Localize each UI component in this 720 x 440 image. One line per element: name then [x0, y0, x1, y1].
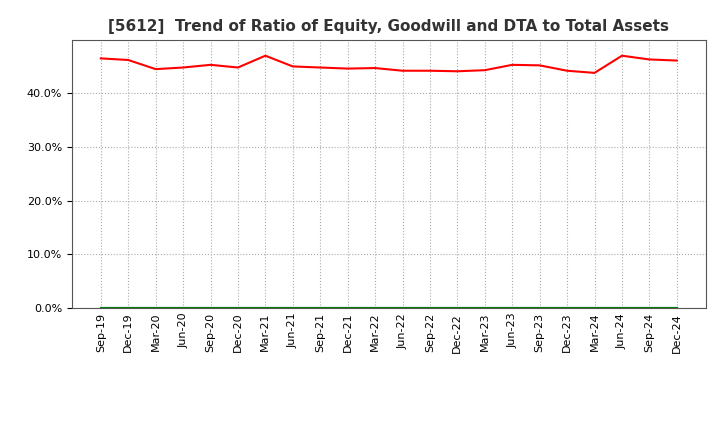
- Goodwill: [124, 305, 132, 311]
- Goodwill: [343, 305, 352, 311]
- Equity: [426, 68, 434, 73]
- Goodwill: [179, 305, 187, 311]
- Deferred Tax Assets: [645, 305, 654, 311]
- Goodwill: [96, 305, 105, 311]
- Deferred Tax Assets: [151, 305, 160, 311]
- Equity: [179, 65, 187, 70]
- Goodwill: [426, 305, 434, 311]
- Equity: [151, 66, 160, 72]
- Deferred Tax Assets: [398, 305, 407, 311]
- Goodwill: [206, 305, 215, 311]
- Equity: [261, 53, 270, 59]
- Equity: [289, 64, 297, 69]
- Goodwill: [151, 305, 160, 311]
- Goodwill: [480, 305, 489, 311]
- Equity: [316, 65, 325, 70]
- Deferred Tax Assets: [316, 305, 325, 311]
- Equity: [398, 68, 407, 73]
- Deferred Tax Assets: [563, 305, 572, 311]
- Goodwill: [316, 305, 325, 311]
- Title: [5612]  Trend of Ratio of Equity, Goodwill and DTA to Total Assets: [5612] Trend of Ratio of Equity, Goodwil…: [108, 19, 670, 34]
- Equity: [536, 63, 544, 68]
- Goodwill: [645, 305, 654, 311]
- Equity: [590, 70, 599, 76]
- Goodwill: [371, 305, 379, 311]
- Deferred Tax Assets: [233, 305, 242, 311]
- Equity: [371, 66, 379, 71]
- Deferred Tax Assets: [426, 305, 434, 311]
- Goodwill: [398, 305, 407, 311]
- Deferred Tax Assets: [536, 305, 544, 311]
- Goodwill: [453, 305, 462, 311]
- Goodwill: [590, 305, 599, 311]
- Goodwill: [289, 305, 297, 311]
- Deferred Tax Assets: [371, 305, 379, 311]
- Equity: [645, 57, 654, 62]
- Line: Equity: Equity: [101, 56, 677, 73]
- Goodwill: [233, 305, 242, 311]
- Equity: [563, 68, 572, 73]
- Equity: [96, 56, 105, 61]
- Deferred Tax Assets: [672, 305, 681, 311]
- Equity: [453, 69, 462, 74]
- Deferred Tax Assets: [508, 305, 516, 311]
- Goodwill: [672, 305, 681, 311]
- Goodwill: [261, 305, 270, 311]
- Deferred Tax Assets: [590, 305, 599, 311]
- Deferred Tax Assets: [453, 305, 462, 311]
- Equity: [480, 68, 489, 73]
- Deferred Tax Assets: [96, 305, 105, 311]
- Equity: [672, 58, 681, 63]
- Equity: [233, 65, 242, 70]
- Goodwill: [536, 305, 544, 311]
- Deferred Tax Assets: [480, 305, 489, 311]
- Goodwill: [508, 305, 516, 311]
- Deferred Tax Assets: [206, 305, 215, 311]
- Deferred Tax Assets: [124, 305, 132, 311]
- Deferred Tax Assets: [179, 305, 187, 311]
- Deferred Tax Assets: [261, 305, 270, 311]
- Deferred Tax Assets: [343, 305, 352, 311]
- Goodwill: [563, 305, 572, 311]
- Deferred Tax Assets: [289, 305, 297, 311]
- Equity: [206, 62, 215, 67]
- Equity: [124, 57, 132, 62]
- Equity: [508, 62, 516, 67]
- Equity: [618, 53, 626, 59]
- Deferred Tax Assets: [618, 305, 626, 311]
- Equity: [343, 66, 352, 71]
- Goodwill: [618, 305, 626, 311]
